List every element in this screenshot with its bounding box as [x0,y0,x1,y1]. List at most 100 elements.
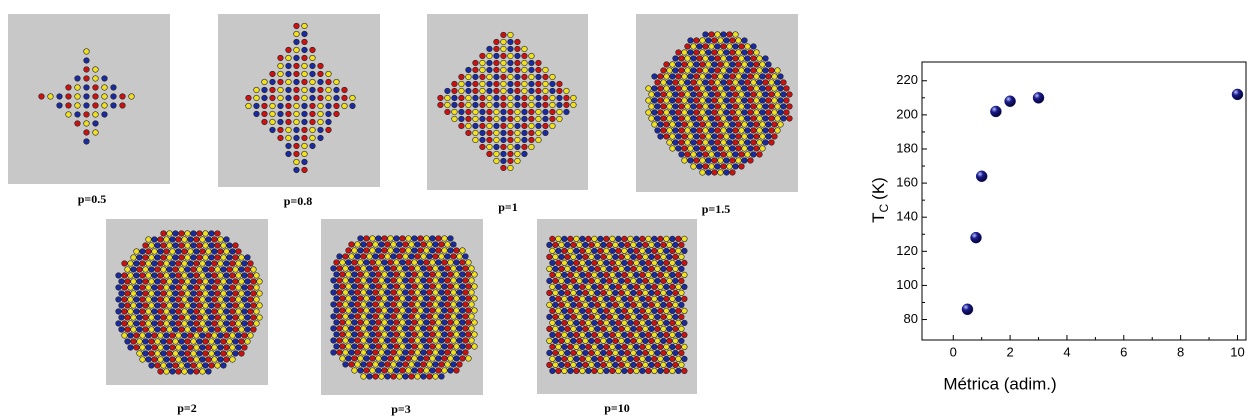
atom [679,56,685,62]
atom [170,345,176,351]
atom [667,140,673,146]
atom [125,303,131,309]
atom [448,272,454,278]
atom [550,109,556,115]
atom [631,326,637,332]
atom [583,362,589,368]
atom [367,290,373,296]
atom [331,302,337,308]
atom [766,134,772,140]
atom [571,278,577,284]
atom [394,248,400,254]
atom [494,102,500,108]
atom [409,278,415,284]
atom [679,116,685,122]
atom [152,321,158,327]
atom [119,303,125,309]
atom [480,109,486,115]
atom [772,122,778,128]
atom [212,261,218,267]
atom [673,92,679,98]
atom [480,130,486,136]
atom [706,86,712,92]
atom [445,88,451,94]
atom [676,110,682,116]
atom [667,350,673,356]
atom [236,345,242,351]
atom [457,362,463,368]
atom [763,56,769,62]
atom [494,123,500,129]
atom [203,291,209,297]
atom [194,237,200,243]
atom [757,56,763,62]
atom [373,290,379,296]
atom [610,332,616,338]
atom [536,116,542,122]
atom [682,122,688,128]
atom [173,243,179,249]
atom [418,356,424,362]
figure: Métrica (adim.) TC(K) p=0.5p=0.8p=1p=1.5… [0,0,1255,419]
atom [379,314,385,320]
atom [302,39,308,45]
x-tick-label: 10 [1230,344,1244,359]
atom [318,127,324,133]
atom [658,260,664,266]
atom [152,333,158,339]
atom [571,326,577,332]
atom [233,315,239,321]
atom [358,320,364,326]
atom [640,320,646,326]
atom [724,74,730,80]
atom [550,74,556,80]
atom [673,56,679,62]
atom [607,242,613,248]
atom [251,291,257,297]
atom [93,67,99,73]
atom [676,356,682,362]
y-title-sub: C [877,203,891,212]
atom [508,32,514,38]
atom [400,332,406,338]
atom [592,284,598,290]
atom [286,71,292,77]
atom [577,326,583,332]
atom [679,314,685,320]
atom [310,63,316,69]
atom [748,134,754,140]
atom [724,170,730,176]
atom [565,338,571,344]
atom [466,356,472,362]
atom [254,273,260,279]
atom [349,338,355,344]
atom [778,110,784,116]
atom [445,266,451,272]
atom [655,92,661,98]
atom [640,236,646,242]
atom [239,351,245,357]
atom [355,350,361,356]
atom [694,98,700,104]
atom [595,254,601,260]
atom [646,98,652,104]
atom [161,231,167,237]
atom [463,302,469,308]
atom [318,71,324,77]
atom [120,103,126,109]
atom [436,248,442,254]
atom [433,350,439,356]
atom [583,350,589,356]
atom [556,308,562,314]
atom [661,290,667,296]
atom [391,374,397,380]
atom [439,350,445,356]
atom [134,297,140,303]
atom [137,327,143,333]
atom [480,88,486,94]
atom [515,95,521,101]
atom [679,68,685,74]
atom [391,242,397,248]
atom [625,242,631,248]
atom [310,119,316,125]
